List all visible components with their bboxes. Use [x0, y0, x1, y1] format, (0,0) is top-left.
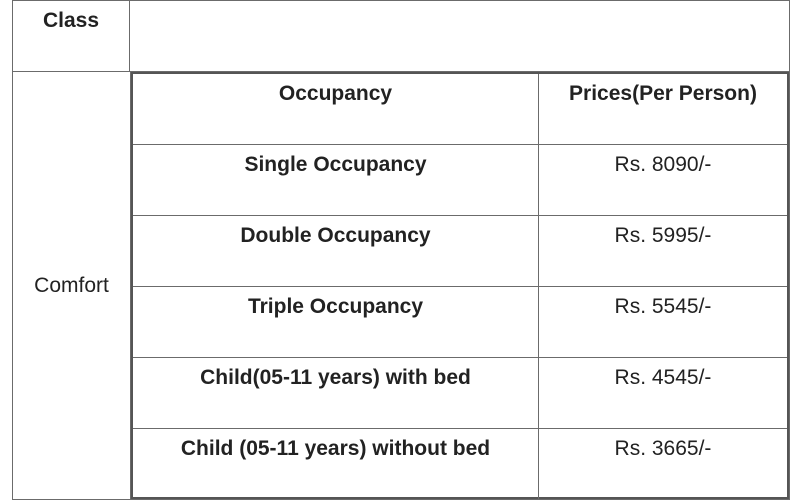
pricing-table: Class Comfort Occupancy Prices(Per Perso… — [12, 0, 790, 500]
price-cell: Rs. 4545/- — [614, 366, 712, 389]
table-row: Single Occupancy Rs. 8090/- — [133, 145, 787, 216]
class-header: Class — [13, 1, 130, 71]
occupancy-cell: Double Occupancy — [133, 216, 539, 286]
price-cell: Rs. 5545/- — [614, 295, 712, 318]
occupancy-price-table: Occupancy Prices(Per Person) Single Occu… — [131, 72, 789, 500]
class-value: Comfort — [13, 72, 131, 499]
occupancy-cell: Single Occupancy — [133, 145, 539, 215]
inner-header-row: Occupancy Prices(Per Person) — [133, 74, 787, 145]
price-column-header: Prices(Per Person) — [569, 82, 757, 105]
empty-header-cell — [131, 1, 789, 71]
occupancy-column-header: Occupancy — [133, 74, 539, 144]
table-row: Double Occupancy Rs. 5995/- — [133, 216, 787, 287]
table-header-row: Class — [13, 1, 789, 72]
occupancy-cell: Child (05-11 years) without bed — [133, 429, 539, 500]
price-cell: Rs. 5995/- — [614, 224, 712, 247]
price-cell: Rs. 3665/- — [614, 437, 712, 460]
price-cell: Rs. 8090/- — [614, 153, 712, 176]
table-row: Child(05-11 years) with bed Rs. 4545/- — [133, 358, 787, 429]
occupancy-cell: Triple Occupancy — [133, 287, 539, 357]
table-row: Triple Occupancy Rs. 5545/- — [133, 287, 787, 358]
occupancy-cell: Child(05-11 years) with bed — [133, 358, 539, 428]
table-row: Child (05-11 years) without bed Rs. 3665… — [133, 429, 787, 500]
